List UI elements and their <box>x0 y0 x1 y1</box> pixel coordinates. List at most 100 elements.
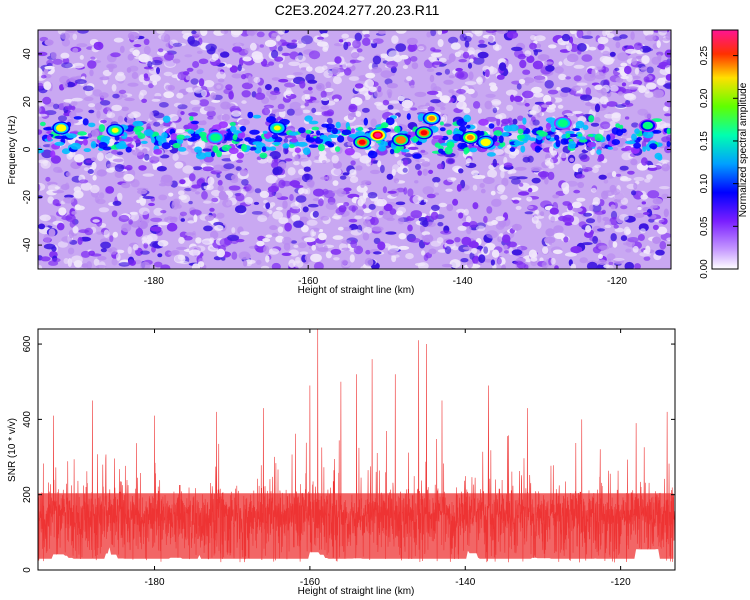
spectrogram-cell <box>420 149 426 153</box>
spectrogram-cell <box>102 146 112 151</box>
spectrogram-cell <box>565 133 571 139</box>
spectrogram-cell <box>229 65 238 73</box>
spectrogram-cell <box>82 85 94 92</box>
spectrogram-hotspot <box>644 123 652 129</box>
spectrogram-cell <box>448 75 455 79</box>
spectrogram-cell <box>631 75 641 80</box>
spectrogram-hotspot <box>57 125 65 131</box>
spectrogram-cell <box>512 199 520 204</box>
spectrogram-cell <box>98 207 110 213</box>
spectrogram-cell <box>406 113 411 120</box>
spectrogram-cell <box>241 143 247 152</box>
spectrogram-cell <box>186 67 194 72</box>
spectrogram-cell <box>377 85 382 93</box>
spectrogram-cell <box>591 68 596 77</box>
spectrogram-cell <box>511 223 522 231</box>
spectrogram-cell <box>38 183 41 192</box>
spectrogram-cell <box>177 104 188 110</box>
spectrogram-cell <box>277 103 285 110</box>
x-tick-label: -180 <box>145 577 165 588</box>
spectrogram-cell <box>132 49 140 57</box>
spectrogram-cell <box>42 96 52 105</box>
spectrogram-cell <box>211 197 219 203</box>
spectrogram-hotspot <box>212 135 219 140</box>
spectrogram-cell <box>417 44 425 50</box>
spectrogram-cell <box>519 182 524 187</box>
spectrogram-cell <box>491 249 500 258</box>
spectrogram-cell <box>68 229 75 239</box>
spectrogram-cell <box>320 90 327 99</box>
spectrogram-cell <box>192 61 200 68</box>
spectrogram-cell <box>298 242 307 249</box>
spectrogram-cell <box>136 199 141 204</box>
spectrogram-cell <box>269 146 277 151</box>
spectrogram-cell <box>66 133 77 139</box>
spectrogram-cell <box>289 101 302 111</box>
spectrogram-cell <box>177 147 187 152</box>
spectrogram-cell <box>143 38 150 45</box>
spectrogram-cell <box>132 244 139 251</box>
spectrogram-cell <box>410 56 418 62</box>
spectrogram-cell <box>356 185 368 193</box>
spectrogram-cell <box>189 116 194 121</box>
spectrogram-cell <box>437 30 443 35</box>
spectrogram-cell <box>637 206 642 211</box>
spectrogram-cell <box>422 168 429 176</box>
spectrogram-hotspot <box>111 127 119 133</box>
snr-frame <box>37 328 676 571</box>
spectrogram-cell <box>509 147 516 152</box>
spectrogram-cell <box>386 217 395 221</box>
spectrogram-cell <box>344 148 355 156</box>
spectrogram-cell <box>72 108 84 113</box>
spectrogram-x-ticks: -180 -160 -140 -120 <box>144 30 627 287</box>
spectrogram-cell <box>469 147 478 153</box>
spectrogram-cell <box>143 129 154 137</box>
spectrogram-cell <box>93 258 100 266</box>
spectrogram-cell <box>304 102 310 107</box>
spectrogram-cell <box>173 254 186 264</box>
spectrogram-cell <box>290 240 297 244</box>
spectrogram-cell <box>466 225 472 235</box>
spectrogram-cell <box>334 146 341 152</box>
spectrogram-cell <box>209 207 215 212</box>
spectrogram-cell <box>658 159 670 163</box>
spectrogram-cell <box>354 83 364 89</box>
spectrogram-cell <box>407 146 419 150</box>
spectrogram-cell <box>460 258 469 263</box>
spectrogram-cell <box>631 190 637 196</box>
spectrogram-cell <box>129 211 138 215</box>
spectrogram-cell <box>61 216 73 221</box>
spectrogram-cell <box>60 184 70 191</box>
spectrogram-cell <box>61 148 71 155</box>
spectrogram-cell <box>394 125 401 133</box>
spectrogram-cell <box>264 39 277 48</box>
spectrogram-cell <box>195 191 200 195</box>
spectrogram-cell <box>326 61 337 65</box>
y-tick-label: 0 <box>22 567 33 573</box>
spectrogram-cell <box>151 137 156 144</box>
spectrogram-cell <box>589 204 594 212</box>
spectrogram-cell <box>362 37 371 46</box>
colorbar-tick-label: 0.20 <box>699 88 710 108</box>
spectrogram-cell <box>275 192 283 198</box>
spectrogram-cell <box>304 115 313 122</box>
spectrogram-cell <box>657 154 663 161</box>
spectrogram-cell <box>514 166 527 171</box>
spectrogram-cell <box>319 134 328 140</box>
spectrogram-cell <box>382 99 390 106</box>
spectrogram-cell <box>238 251 251 260</box>
spectrogram-cell <box>88 122 96 128</box>
spectrogram-cell <box>533 35 546 42</box>
spectrogram-cell <box>269 225 278 231</box>
spectrogram-cell <box>458 59 468 63</box>
spectrogram-cell <box>455 71 465 79</box>
spectrogram-y-ticks: -40 -20 0 20 40 <box>22 48 671 252</box>
spectrogram-cell <box>269 151 281 160</box>
spectrogram-cell <box>407 188 414 197</box>
spectrogram-cell <box>82 138 88 146</box>
spectrogram-cell <box>555 139 561 148</box>
spectrogram-cell <box>332 180 339 186</box>
spectrogram-cell <box>255 135 263 143</box>
spectrogram-cell <box>619 34 628 39</box>
spectrogram-cell <box>140 140 148 144</box>
